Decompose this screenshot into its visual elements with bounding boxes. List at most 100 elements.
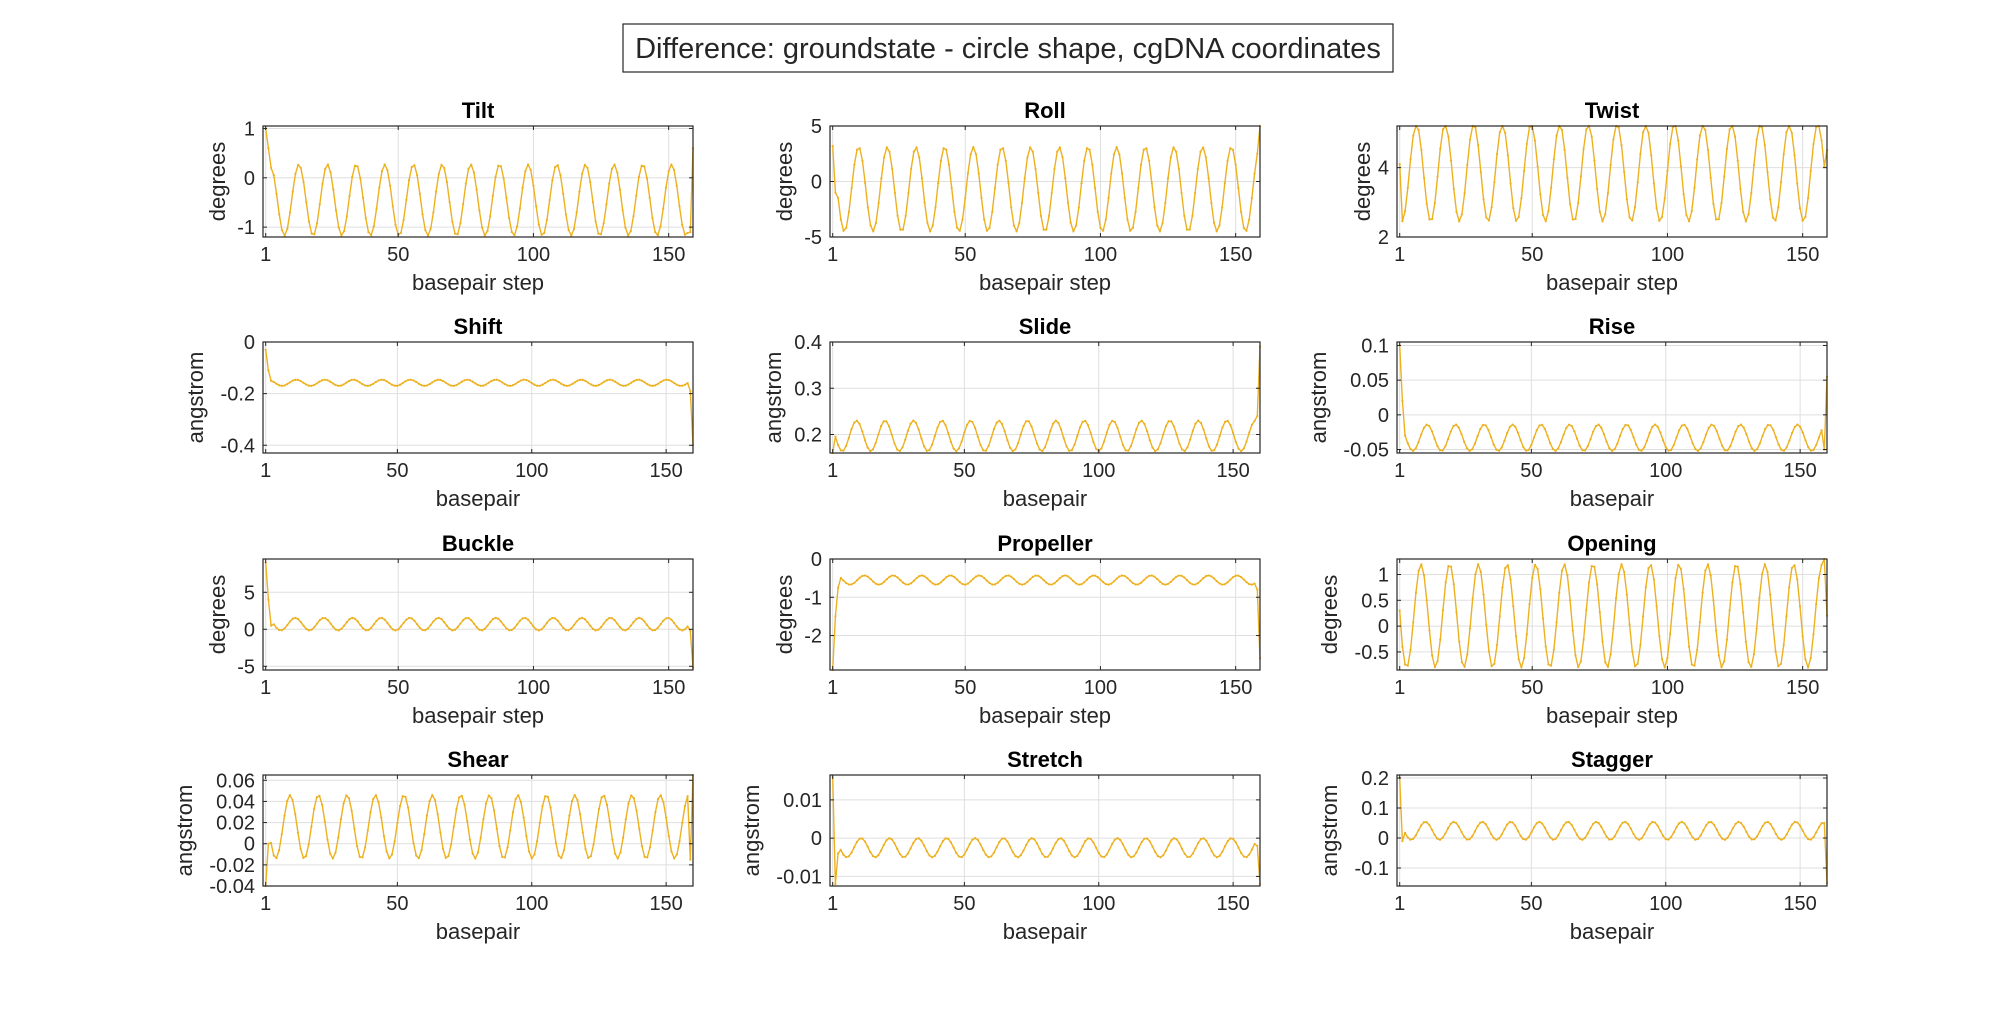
data-point: [367, 230, 370, 234]
data-point: [1628, 216, 1631, 219]
data-point: [1535, 429, 1538, 432]
data-point: [1801, 635, 1804, 638]
data-point: [1804, 834, 1807, 837]
data-point: [1035, 842, 1039, 845]
data-point: [1097, 851, 1100, 855]
data-point: [1134, 583, 1137, 586]
data-point: [1573, 430, 1576, 433]
data-point: [527, 850, 531, 853]
data-point: [1656, 425, 1659, 428]
data-point: [1156, 224, 1159, 227]
data-point: [1694, 447, 1697, 451]
data-point: [906, 852, 910, 855]
data-point: [575, 211, 578, 214]
data-point: [272, 174, 275, 177]
data-point: [670, 380, 673, 383]
data-point: [1658, 219, 1661, 222]
data-point: [1050, 583, 1053, 586]
data-point: [941, 840, 944, 843]
data-point: [1197, 841, 1200, 845]
data-point: [1012, 577, 1016, 581]
y-tick-label: 0.2: [794, 425, 822, 447]
data-point: [337, 629, 340, 632]
data-point: [1229, 578, 1232, 581]
data-point: [664, 617, 668, 620]
data-point: [1439, 147, 1442, 150]
data-point: [437, 172, 440, 175]
data-point: [1610, 838, 1614, 841]
data-point: [1761, 825, 1764, 828]
data-point: [463, 379, 466, 382]
data-point: [372, 225, 375, 228]
data-point: [1158, 580, 1162, 583]
data-point: [529, 621, 532, 624]
data-point: [1656, 824, 1659, 827]
data-point: [503, 856, 506, 859]
data-point: [1180, 574, 1183, 577]
data-point: [689, 389, 692, 393]
data-point: [1643, 833, 1646, 836]
data-point: [364, 846, 367, 849]
data-point: [1425, 202, 1428, 206]
data-point: [1752, 163, 1756, 167]
data-point: [923, 575, 926, 578]
data-point: [667, 378, 670, 382]
data-point: [1758, 442, 1761, 445]
data-point: [1495, 152, 1499, 156]
data-point: [1061, 575, 1064, 578]
data-point: [842, 229, 845, 232]
data-point: [297, 163, 300, 166]
data-point: [1162, 433, 1165, 436]
data-point: [1485, 216, 1488, 219]
data-point: [1140, 840, 1143, 844]
data-point: [1592, 430, 1595, 433]
data-point: [1671, 602, 1674, 606]
data-point: [1516, 829, 1520, 832]
data-point: [1723, 449, 1726, 452]
data-point: [286, 623, 289, 627]
data-point: [638, 378, 641, 381]
data-point: [1779, 181, 1783, 184]
data-point: [1154, 850, 1157, 854]
data-point: [1758, 830, 1761, 833]
data-point: [1239, 210, 1243, 213]
data-point: [1718, 833, 1721, 837]
data-point: [1585, 609, 1588, 612]
data-point: [594, 220, 597, 223]
data-point: [343, 624, 346, 627]
data-point: [1766, 170, 1769, 174]
x-tick-label: 100: [515, 893, 548, 915]
data-point: [1720, 666, 1723, 669]
data-point: [624, 818, 627, 821]
data-point: [1185, 578, 1189, 582]
data-point: [1229, 147, 1232, 150]
data-point: [1414, 591, 1418, 594]
data-point: [1191, 214, 1194, 217]
data-point: [624, 629, 627, 632]
data-point: [1707, 426, 1710, 429]
data-point: [1618, 825, 1622, 828]
data-point: [475, 626, 478, 629]
data-point: [953, 575, 956, 579]
data-point: [1562, 433, 1565, 436]
data-point: [934, 583, 937, 586]
data-point: [589, 855, 592, 858]
data-point: [912, 579, 915, 582]
y-tick-label: 0.02: [216, 813, 255, 835]
data-point: [1030, 837, 1033, 840]
data-point: [1012, 224, 1016, 227]
series-line: [1398, 777, 1828, 884]
data-point: [1210, 849, 1213, 853]
data-point: [589, 624, 592, 627]
data-point: [1046, 438, 1049, 441]
data-point: [877, 854, 880, 857]
data-point: [264, 348, 267, 351]
plot-area: [1397, 126, 1827, 237]
data-point: [1242, 447, 1245, 450]
data-point: [1404, 209, 1407, 213]
data-point: [1153, 206, 1156, 209]
data-point: [1476, 825, 1479, 828]
data-point: [1188, 581, 1191, 584]
data-point: [366, 384, 369, 387]
data-point: [845, 444, 848, 448]
